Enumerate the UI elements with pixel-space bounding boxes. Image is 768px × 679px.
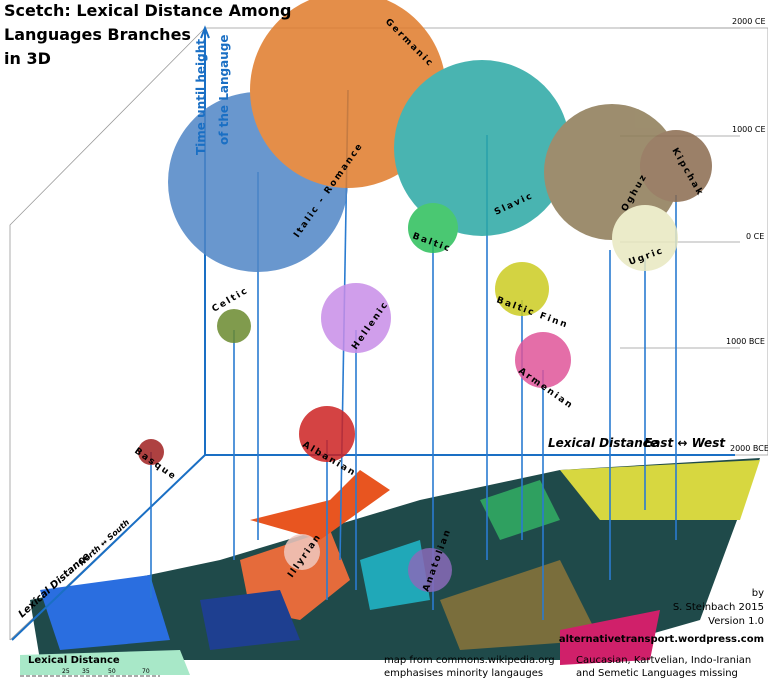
label: 1000 BCE: [726, 337, 765, 346]
bubble: [408, 203, 458, 253]
shape: [480, 480, 560, 540]
label: by: [752, 588, 764, 599]
bubble: [138, 439, 164, 465]
label: Scetch: Lexical Distance Among: [4, 1, 291, 20]
bubble: [321, 283, 391, 353]
shape: [560, 610, 660, 665]
line: [11, 454, 206, 641]
bubble: [408, 548, 452, 592]
label: in 3D: [4, 49, 51, 68]
label: alternativetransport.wordpress.com: [559, 634, 764, 645]
shape: [200, 590, 300, 650]
label: Caucasian, Kartvelian, Indo-Iranian: [576, 655, 751, 666]
label: emphasises minority langauges: [384, 668, 543, 679]
bubble: [284, 534, 320, 570]
title: Scetch: Lexical Distance Among Languages…: [4, 1, 291, 68]
label: map from commons.wikipedia.org: [384, 655, 555, 666]
bubble: [217, 309, 251, 343]
element: [9, 27, 206, 640]
bubble: [299, 406, 355, 462]
notes: map from commons.wikipedia.org emphasise…: [384, 655, 751, 679]
scale: Lexical Distance 25 35 50 70: [20, 655, 160, 677]
shape: [440, 560, 600, 650]
label: 1000 CE: [732, 125, 766, 134]
label: Version 1.0: [708, 616, 764, 627]
label: 0 CE: [746, 232, 764, 241]
label: North ↔ South: [77, 518, 131, 568]
label: S. Steinbach 2015: [673, 602, 764, 613]
bubble: [394, 60, 570, 236]
label: 2000 BCE: [730, 444, 768, 453]
shape: [250, 470, 390, 540]
shape: [20, 650, 190, 675]
label: and Semetic Languages missing: [576, 668, 738, 679]
label: of the Langauge: [217, 35, 231, 145]
bubble: [640, 130, 712, 202]
time-labels: 2000 CE 1000 CE 0 CE 1000 BCE 2000 BCE: [726, 17, 768, 453]
bubble: [495, 262, 549, 316]
label: 70: [142, 668, 150, 675]
shape: [40, 575, 170, 650]
label: 2000 CE: [732, 17, 766, 26]
label: Lexical Distance: [548, 436, 658, 450]
label: 25: [62, 668, 70, 675]
label: 50: [108, 668, 116, 675]
bubble: [515, 332, 571, 388]
element: [200, 25, 210, 39]
label: Languages Branches: [4, 25, 191, 44]
credits: by S. Steinbach 2015 Version 1.0 alterna…: [559, 588, 764, 645]
label: East ↔ West: [644, 436, 726, 450]
label: Lexical Distance: [28, 655, 120, 666]
bubbles: [138, 0, 712, 592]
label: Time until height: [194, 39, 208, 155]
label: 35: [82, 668, 90, 675]
bubble: [612, 205, 678, 271]
